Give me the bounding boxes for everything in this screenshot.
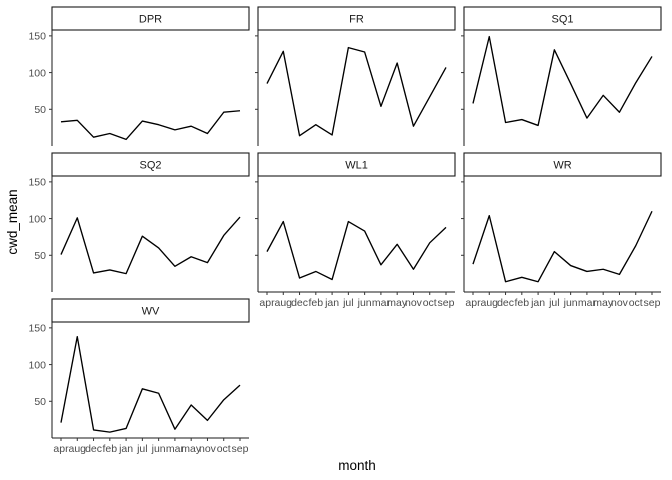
y-tick-label: 50 <box>34 104 46 116</box>
facet-strip <box>51 6 250 31</box>
x-tick-label-sep: sep <box>644 297 661 309</box>
x-tick-label-feb: feb <box>309 297 324 309</box>
facet-panel-sq2: SQ2 50 100 150 <box>28 152 250 292</box>
facet-strip <box>463 6 662 31</box>
y-tick-label: 100 <box>28 67 46 79</box>
x-tick-label-mar: mar <box>578 297 597 309</box>
facet-panel-sq1: SQ1 <box>461 6 662 146</box>
x-tick-label-sep: sep <box>232 443 249 455</box>
series-line-sq1 <box>472 35 653 127</box>
x-tick-label-jun: jun <box>151 443 166 455</box>
facet-strip-label: WL1 <box>345 160 368 172</box>
x-tick-label-jun: jun <box>357 297 372 309</box>
x-tick-label-aug: aug <box>481 297 499 309</box>
x-tick-label-mar: mar <box>166 443 185 455</box>
x-tick-label-feb: feb <box>103 443 118 455</box>
y-tick-label: 50 <box>34 396 46 408</box>
x-tick-label-may: may <box>181 443 202 455</box>
x-tick-label-apr: apr <box>53 443 69 455</box>
facet-strip-label: SQ2 <box>139 160 161 172</box>
x-tick-label-jan: jan <box>530 297 545 309</box>
y-axis-title: cwd_mean <box>5 189 20 254</box>
facet-strip <box>51 152 250 177</box>
facet-strip-label: FR <box>349 14 364 26</box>
x-tick-label-nov: nov <box>611 297 629 309</box>
x-tick-label-jan: jan <box>118 443 133 455</box>
x-tick-label-may: may <box>593 297 614 309</box>
series-line-dpr <box>60 110 241 141</box>
series-line-fr <box>266 46 447 137</box>
y-tick-label: 150 <box>28 31 46 43</box>
x-tick-label-oct: oct <box>423 297 437 309</box>
x-tick-label-feb: feb <box>515 297 530 309</box>
facet-strip-label: WR <box>553 160 571 172</box>
x-tick-label-oct: oct <box>217 443 231 455</box>
x-tick-label-nov: nov <box>405 297 423 309</box>
facet-strip <box>257 6 456 31</box>
facet-strip-label: WV <box>142 306 160 318</box>
y-tick-label: 150 <box>28 323 46 335</box>
x-axis-title: month <box>338 458 376 473</box>
series-line-wr <box>472 210 653 283</box>
x-tick-label-dec: dec <box>497 297 514 309</box>
facet-strip <box>463 152 662 177</box>
x-tick-label-mar: mar <box>372 297 391 309</box>
x-tick-label-jul: jul <box>136 443 148 455</box>
y-tick-label: 50 <box>34 250 46 262</box>
facet-panel-fr: FR <box>255 6 456 146</box>
x-tick-label-may: may <box>387 297 408 309</box>
x-tick-label-aug: aug <box>69 443 87 455</box>
series-line-wv <box>60 336 241 433</box>
x-tick-label-jan: jan <box>324 297 339 309</box>
x-tick-label-aug: aug <box>275 297 293 309</box>
x-tick-label-oct: oct <box>629 297 643 309</box>
series-line-sq2 <box>60 216 241 275</box>
facet-strip <box>51 298 250 323</box>
x-tick-label-dec: dec <box>291 297 308 309</box>
x-tick-label-sep: sep <box>438 297 455 309</box>
y-tick-label: 100 <box>28 359 46 371</box>
y-tick-label: 100 <box>28 213 46 225</box>
series-line-wl1 <box>266 220 447 281</box>
facet-strip-label: SQ1 <box>551 14 573 26</box>
x-tick-label-nov: nov <box>199 443 217 455</box>
facet-panel-wv: WV 50 100 150 apr aug dec feb jan jul jun marmaynov… <box>28 298 250 455</box>
x-tick-label-apr: apr <box>259 297 275 309</box>
x-tick-label-jun: jun <box>563 297 578 309</box>
x-tick-label-dec: dec <box>85 443 102 455</box>
y-tick-label: 150 <box>28 177 46 189</box>
x-tick-label-jul: jul <box>548 297 560 309</box>
facet-panel-dpr: DPR 50 100 150 <box>28 6 250 146</box>
facet-strip <box>257 152 456 177</box>
facet-strip-label: DPR <box>139 14 162 26</box>
x-tick-label-jul: jul <box>342 297 354 309</box>
x-tick-label-apr: apr <box>465 297 481 309</box>
